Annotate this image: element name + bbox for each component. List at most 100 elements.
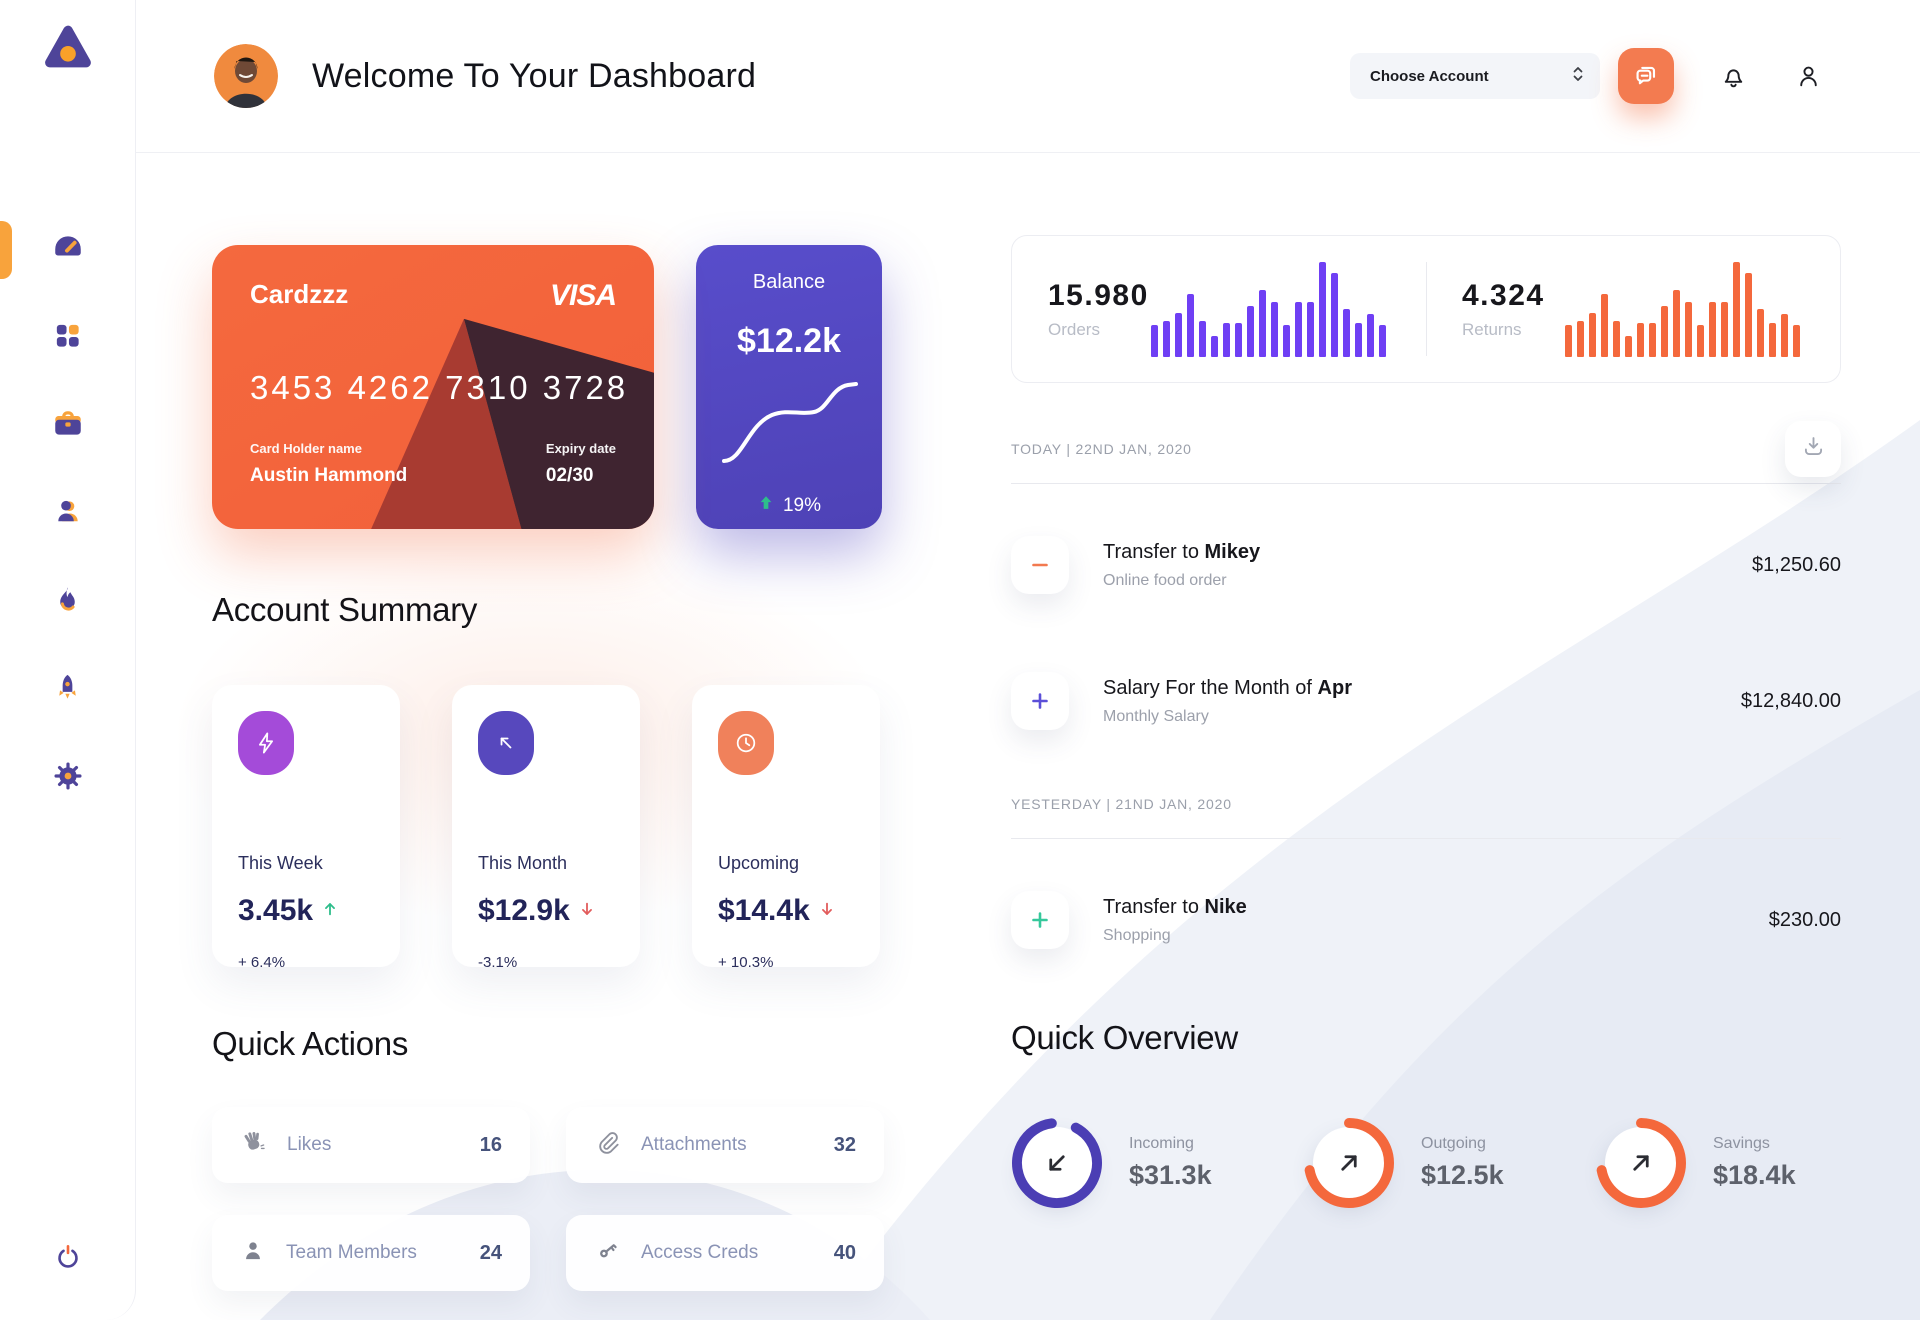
sidebar-item-settings[interactable] <box>48 760 88 796</box>
bar <box>1163 320 1170 357</box>
quick-action-attachments[interactable]: Attachments 32 <box>566 1107 884 1183</box>
balance-card[interactable]: Balance $12.2k 19% <box>696 245 882 529</box>
returns-stat: 4.324 Returns <box>1426 261 1840 357</box>
quick-action-count: 32 <box>833 1133 856 1156</box>
sidebar-item-trending[interactable] <box>48 584 88 620</box>
transaction-text: Transfer to Mikey Online food order <box>1103 541 1260 590</box>
plus-icon <box>1011 891 1069 949</box>
divider <box>1011 838 1841 839</box>
transaction-group: TODAY | 22ND JAN, 2020 Transfer to Mikey O… <box>1011 421 1841 730</box>
quick-action-label: Attachments <box>641 1134 747 1155</box>
bar <box>1379 324 1386 357</box>
ring-gauge-incoming <box>1011 1117 1103 1209</box>
bar <box>1367 313 1374 357</box>
bar <box>1757 308 1764 357</box>
returns-value: 4.324 <box>1462 278 1545 312</box>
bar <box>1271 301 1278 357</box>
account-summary-cards: This Week 3.45k + 6.4% This Month $12.9k -3.1… <box>212 685 884 971</box>
briefcase-icon <box>51 407 85 446</box>
quick-action-team-members[interactable]: Team Members 24 <box>212 1215 530 1291</box>
bar <box>1589 312 1596 357</box>
notifications-bell-icon[interactable] <box>1718 61 1749 92</box>
transaction-subtitle: Shopping <box>1103 926 1171 944</box>
sidebar-nav <box>48 232 88 796</box>
arrow-up-left-icon <box>478 711 534 775</box>
profile-icon[interactable] <box>1793 61 1824 92</box>
quick-actions-title: Quick Actions <box>212 1025 409 1062</box>
quick-action-access-creds[interactable]: Access Creds 40 <box>566 1215 884 1291</box>
quick-overview-rings: Incoming $31.3k Outgoing $12.5k Savings $18.4… <box>1011 1117 1841 1209</box>
bar <box>1733 261 1740 357</box>
gear-icon <box>52 760 84 797</box>
transaction-group: YESTERDAY | 21ND JAN, 2020 Transfer to Ni… <box>1011 792 1841 949</box>
app-logo[interactable] <box>43 22 93 72</box>
trend-down-icon <box>578 900 596 923</box>
bar <box>1235 322 1242 357</box>
bar <box>1793 324 1800 357</box>
transaction-row[interactable]: Salary For the Month of Apr Monthly Salar… <box>1011 672 1841 730</box>
bolt-icon <box>238 711 294 775</box>
bar <box>1697 324 1704 357</box>
arrow-up-right-icon <box>1595 1117 1687 1209</box>
summary-card-change: + 10.3% <box>718 954 774 971</box>
summary-card-value-row: 3.45k <box>238 894 374 928</box>
balance-change-value: 19% <box>782 495 822 516</box>
overview-incoming: Incoming $31.3k <box>1011 1117 1257 1209</box>
ring-gauge-savings <box>1595 1117 1687 1209</box>
card-expiry: 02/30 <box>545 465 594 486</box>
quick-action-count: 16 <box>479 1133 502 1156</box>
minus-icon <box>1011 536 1069 594</box>
summary-card-this-month[interactable]: This Month $12.9k -3.1% <box>452 685 640 971</box>
grid-icon <box>52 320 83 356</box>
sidebar-item-apps[interactable] <box>48 320 88 356</box>
account-selector[interactable]: Choose Account <box>1350 53 1600 99</box>
chat-icon <box>1631 59 1661 94</box>
key-icon <box>594 1237 621 1269</box>
paperclip-icon <box>594 1129 621 1161</box>
sidebar-item-contacts[interactable] <box>48 496 88 532</box>
quick-action-likes[interactable]: Likes 16 <box>212 1107 530 1183</box>
bar <box>1283 324 1290 357</box>
bar <box>1307 301 1314 357</box>
returns-label: Returns <box>1462 319 1522 339</box>
arrow-up-green-icon <box>757 494 775 518</box>
bar <box>1223 322 1230 357</box>
arrow-up-right-icon <box>1303 1117 1395 1209</box>
ring-label: Incoming <box>1129 1135 1194 1152</box>
summary-card-this-week[interactable]: This Week 3.45k + 6.4% <box>212 685 400 971</box>
summary-card-value: $14.4k <box>718 894 810 927</box>
sidebar-item-portfolio[interactable] <box>48 408 88 444</box>
bar <box>1673 289 1680 357</box>
plus-icon <box>1011 672 1069 730</box>
transaction-subtitle: Monthly Salary <box>1103 707 1209 725</box>
credit-card[interactable]: Cardzzz VISA 3453 4262 7310 3728 Card Ho… <box>212 245 654 529</box>
power-icon[interactable] <box>53 1243 83 1278</box>
download-button[interactable] <box>1785 421 1841 477</box>
bar <box>1649 322 1656 357</box>
returns-bar-chart <box>1565 261 1800 357</box>
summary-card-label: This Month <box>478 853 568 873</box>
summary-card-value-row: $14.4k <box>718 894 854 928</box>
summary-card-upcoming[interactable]: Upcoming $14.4k + 10.3% <box>692 685 880 971</box>
stats-panel: 15.980 Orders 4.324 Returns <box>1011 235 1841 383</box>
bar <box>1721 301 1728 357</box>
transaction-title: Salary For the Month of Apr <box>1103 676 1352 699</box>
sidebar-item-dashboard[interactable] <box>48 232 88 268</box>
orders-label: Orders <box>1048 319 1100 339</box>
ring-label: Savings <box>1713 1135 1770 1152</box>
header: Welcome To Your Dashboard Choose Account <box>136 0 1920 153</box>
transaction-row[interactable]: Transfer to Nike Shopping $230.00 <box>1011 891 1841 949</box>
transaction-title: Transfer to Mikey <box>1103 540 1261 563</box>
bar <box>1211 335 1218 357</box>
summary-card-label: Upcoming <box>718 853 800 873</box>
main-content: Cardzzz VISA 3453 4262 7310 3728 Card Ho… <box>136 153 1920 1320</box>
sidebar-item-launch[interactable] <box>48 672 88 708</box>
ring-value: $12.5k <box>1421 1160 1504 1190</box>
quick-action-label: Access Creds <box>641 1242 759 1263</box>
ring-value: $31.3k <box>1129 1160 1212 1190</box>
transaction-row[interactable]: Transfer to Mikey Online food order $1,250… <box>1011 536 1841 594</box>
bar <box>1331 272 1338 357</box>
quick-action-count: 40 <box>833 1241 856 1264</box>
chat-button[interactable] <box>1618 48 1674 104</box>
avatar[interactable] <box>214 44 278 108</box>
